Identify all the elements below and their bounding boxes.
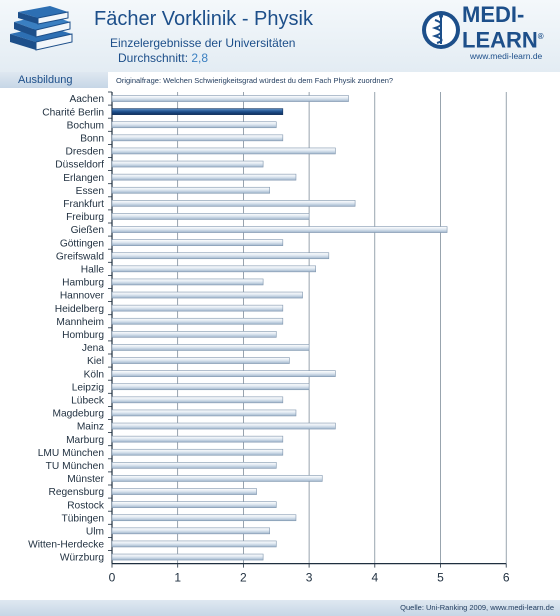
bar [111, 304, 284, 312]
x-tick-label: 0 [109, 571, 116, 585]
category-label: Lübeck [71, 395, 105, 406]
bar [111, 383, 310, 391]
category-label: Heidelberg [55, 304, 105, 315]
category-label: Greifswald [56, 251, 104, 262]
category-label: Charité Berlin [42, 107, 104, 118]
category-label: Gießen [71, 225, 104, 236]
category-label: Regensburg [48, 487, 104, 498]
category-label: Dresden [65, 147, 104, 158]
bar [111, 344, 310, 351]
category-label: Erlangen [63, 173, 104, 184]
category-label: Bonn [80, 133, 104, 144]
category-label: Ulm [86, 526, 104, 537]
brand-line-1: MEDI- [462, 2, 525, 27]
bar [111, 488, 257, 495]
category-label: Frankfurt [63, 199, 104, 210]
category-label: Würzburg [60, 553, 104, 564]
bar [111, 475, 323, 482]
category-label: Magdeburg [52, 409, 104, 420]
bar [111, 95, 349, 102]
bar [111, 370, 336, 377]
footer-band [0, 600, 560, 616]
bar [111, 357, 290, 364]
source-note: Quelle: Uni-Ranking 2009, www.medi-learn… [400, 603, 554, 612]
category-label: Bochum [67, 120, 104, 131]
bar [111, 435, 284, 443]
tab-ausbildung: Ausbildung [0, 72, 108, 88]
bar [111, 396, 284, 404]
average-label: Durchschnitt: [118, 51, 189, 65]
category-label: Witten-Herdecke [28, 540, 104, 551]
medi-learn-logo [422, 11, 460, 49]
bar [111, 462, 277, 469]
bar [111, 501, 277, 508]
bar [111, 239, 284, 246]
average-value: 2,8 [191, 51, 209, 65]
category-label: Leipzig [72, 382, 105, 393]
bar [111, 213, 310, 220]
x-tick-label: 5 [437, 571, 444, 585]
category-label: LMU München [38, 448, 104, 459]
bar [111, 186, 270, 194]
x-tick-label: 3 [306, 571, 313, 585]
bar [111, 265, 316, 273]
x-tick-label: 1 [174, 571, 181, 585]
category-label: Rostock [67, 500, 105, 511]
x-tick-label: 4 [371, 571, 378, 585]
bar [111, 252, 330, 260]
bar [111, 278, 264, 286]
bar [111, 527, 270, 535]
brand-line-2-text: LEARN [462, 27, 538, 53]
bar [111, 448, 284, 456]
category-label: Marburg [66, 435, 104, 446]
category-label: Kiel [87, 356, 104, 367]
bar [111, 331, 277, 338]
category-label: Hannover [60, 291, 105, 302]
category-label: Mainz [77, 422, 104, 433]
bar [111, 422, 336, 430]
bar [111, 317, 284, 325]
category-label: Göttingen [60, 238, 104, 249]
x-tick-label: 2 [240, 571, 247, 585]
trademark-sign: ® [537, 32, 544, 41]
category-label: TU München [46, 461, 104, 472]
category-label: Mannheim [56, 317, 104, 328]
category-label: Homburg [62, 330, 104, 341]
bar [111, 409, 297, 417]
header: Fächer Vorklinik - Physik Einzelergebnis… [0, 0, 560, 72]
category-label: Halle [81, 264, 105, 275]
question-text: Originalfrage: Welchen Schwierigkeitsgra… [116, 76, 394, 85]
category-label: Hamburg [62, 278, 104, 289]
category-label: Münster [67, 474, 104, 485]
logo-url: www.medi-learn.de [470, 51, 543, 61]
page-title: Fächer Vorklinik - Physik [94, 8, 313, 30]
bar [111, 173, 297, 181]
x-tick-label: 6 [503, 571, 510, 585]
bar [111, 291, 303, 299]
category-label: Köln [84, 369, 104, 380]
category-label: Freiburg [66, 212, 104, 223]
category-label: Düsseldorf [55, 160, 104, 171]
bar [111, 134, 284, 142]
bar [111, 200, 356, 207]
brand-line-2: LEARN® [462, 26, 544, 51]
category-label: Essen [76, 186, 104, 197]
bar [111, 121, 277, 129]
category-label: Tübingen [62, 513, 104, 524]
bar [111, 226, 448, 233]
brand-name: MEDI- LEARN® [462, 4, 544, 51]
bar-highlight [111, 108, 284, 115]
average-line: Durchschnitt: 2,8 [118, 51, 208, 65]
bar [111, 147, 336, 155]
category-label: Jena [82, 343, 104, 354]
category-label: Aachen [69, 94, 104, 105]
bar [111, 514, 297, 522]
bar [111, 553, 264, 561]
books-icon [10, 6, 73, 51]
page-subtitle: Einzelergebnisse der Universitäten [110, 36, 296, 50]
bar [111, 540, 277, 548]
bar [111, 160, 264, 168]
